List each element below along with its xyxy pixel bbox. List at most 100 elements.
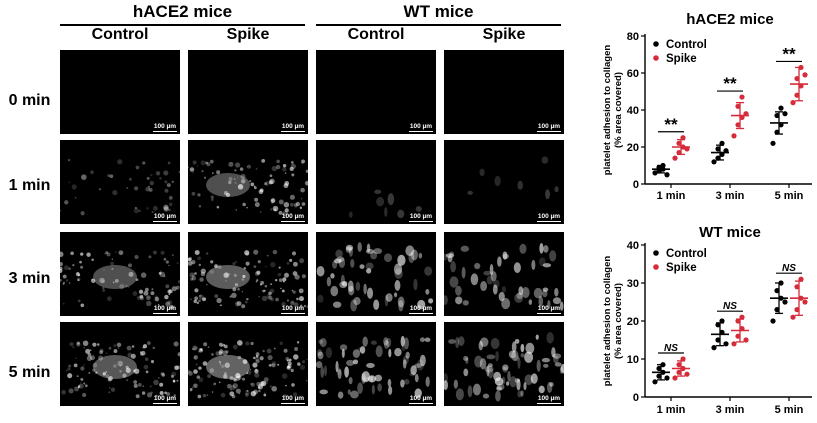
scale-bar-label: 100 µm bbox=[537, 305, 561, 312]
platelet-fluorescence-texture bbox=[316, 242, 434, 312]
data-point-wt bbox=[739, 314, 745, 320]
group-underline-hace2 bbox=[60, 24, 305, 26]
data-point-hace2 bbox=[739, 114, 745, 120]
scale-bar: 100 µm bbox=[537, 305, 561, 314]
data-point-hace2 bbox=[660, 166, 666, 172]
scale-bar-label: 100 µm bbox=[281, 213, 305, 220]
scale-bar-label: 100 µm bbox=[153, 123, 177, 130]
y-tick-label-hace2: 40 bbox=[627, 105, 639, 117]
data-point-wt bbox=[782, 299, 788, 305]
data-point-wt bbox=[778, 280, 784, 286]
column-label-wt-spike: Spike bbox=[482, 26, 526, 43]
data-point-wt bbox=[778, 295, 784, 301]
scale-bar-label: 100 µm bbox=[153, 213, 177, 220]
x-tick-label-wt: 5 min bbox=[775, 404, 804, 416]
data-point-hace2 bbox=[711, 159, 717, 165]
data-point-hace2 bbox=[656, 168, 662, 174]
data-point-wt bbox=[684, 371, 690, 377]
y-axis-label-wt: (% area covered) bbox=[613, 283, 624, 359]
scale-bar-line bbox=[537, 403, 561, 404]
scale-bar-line bbox=[153, 221, 177, 222]
data-point-wt bbox=[680, 356, 686, 362]
scale-bar-line bbox=[537, 313, 561, 314]
scale-bar-line bbox=[409, 221, 433, 222]
row-label-1min: 1 min bbox=[8, 177, 51, 194]
data-point-wt bbox=[672, 375, 678, 381]
scale-bar: 100 µm bbox=[409, 213, 433, 222]
row-label-0min: 0 min bbox=[8, 92, 51, 109]
significance-label-hace2: ** bbox=[782, 44, 796, 63]
image-panel-hace2-control-row4: 100 µm bbox=[60, 322, 180, 406]
data-point-hace2 bbox=[684, 146, 690, 152]
data-point-wt bbox=[743, 337, 749, 343]
image-panel-hace2-spike-row4: 100 µm bbox=[188, 322, 308, 406]
y-tick-label-hace2: 80 bbox=[627, 31, 639, 43]
y-tick-label-wt: 40 bbox=[627, 240, 639, 252]
y-tick-label-hace2: 20 bbox=[627, 142, 639, 154]
significance-label-wt: NS bbox=[782, 263, 796, 274]
data-point-wt bbox=[715, 322, 721, 328]
scale-bar-line bbox=[153, 403, 177, 404]
data-point-hace2 bbox=[778, 105, 784, 111]
data-point-hace2 bbox=[652, 170, 658, 176]
scale-bar-line bbox=[153, 131, 177, 132]
data-point-wt bbox=[731, 341, 737, 347]
data-point-hace2 bbox=[794, 92, 800, 98]
significance-label-wt: NS bbox=[664, 343, 678, 354]
data-point-hace2 bbox=[676, 140, 682, 146]
scale-bar-label: 100 µm bbox=[537, 395, 561, 402]
scale-bar-label: 100 µm bbox=[409, 213, 433, 220]
data-point-wt bbox=[715, 337, 721, 343]
data-point-hace2 bbox=[680, 135, 686, 141]
platelet-fluorescence-texture bbox=[60, 158, 180, 216]
data-point-hace2 bbox=[743, 111, 749, 117]
data-point-wt bbox=[664, 375, 670, 381]
scale-bar-line bbox=[281, 403, 305, 404]
data-point-hace2 bbox=[715, 146, 721, 152]
data-point-wt bbox=[770, 318, 776, 324]
data-point-wt bbox=[735, 318, 741, 324]
image-panel-hace2-control-row1: 100 µm bbox=[60, 50, 180, 134]
data-point-wt bbox=[774, 288, 780, 294]
image-panel-wt-spike-row4: 100 µm bbox=[444, 322, 564, 406]
platelet-fluorescence-texture bbox=[444, 242, 564, 311]
platelet-fluorescence-texture bbox=[316, 50, 436, 134]
data-point-wt bbox=[660, 369, 666, 375]
x-tick-label-wt: 1 min bbox=[657, 404, 686, 416]
image-panel-wt-control-row3: 100 µm bbox=[316, 232, 436, 316]
scale-bar-label: 100 µm bbox=[409, 395, 433, 402]
data-point-hace2 bbox=[672, 155, 678, 161]
image-panel-wt-control-row1: 100 µm bbox=[316, 50, 436, 134]
data-point-hace2 bbox=[731, 133, 737, 139]
data-point-hace2 bbox=[660, 162, 666, 169]
platelet-fluorescence-texture bbox=[60, 50, 180, 134]
scale-bar: 100 µm bbox=[537, 395, 561, 404]
data-point-wt bbox=[656, 373, 662, 379]
chart-title-wt: WT mice bbox=[699, 224, 761, 241]
scale-bar-label: 100 µm bbox=[281, 305, 305, 312]
data-point-wt bbox=[719, 318, 725, 324]
scale-bar: 100 µm bbox=[281, 213, 305, 222]
scale-bar: 100 µm bbox=[409, 305, 433, 314]
image-panel-wt-spike-row3: 100 µm bbox=[444, 232, 564, 316]
image-panel-hace2-control-row3: 100 µm bbox=[60, 232, 180, 316]
significance-label-wt: NS bbox=[723, 301, 737, 312]
scale-bar-line bbox=[409, 131, 433, 132]
data-point-hace2 bbox=[680, 144, 686, 150]
legend-label-wt: Spike bbox=[666, 262, 697, 274]
scale-bar-line bbox=[281, 131, 305, 132]
chart-title-hace2: hACE2 mice bbox=[686, 11, 774, 28]
data-point-hace2 bbox=[719, 151, 725, 157]
scale-bar-label: 100 µm bbox=[409, 305, 433, 312]
y-tick-label-hace2: 0 bbox=[633, 179, 639, 191]
data-point-hace2 bbox=[656, 164, 662, 170]
data-point-hace2 bbox=[798, 64, 804, 71]
data-point-wt bbox=[790, 314, 796, 320]
significance-label-hace2: ** bbox=[723, 74, 737, 93]
scale-bar-label: 100 µm bbox=[281, 123, 305, 130]
platelet-fluorescence-texture bbox=[188, 249, 308, 309]
scale-bar-label: 100 µm bbox=[537, 123, 561, 130]
scale-bar-label: 100 µm bbox=[153, 305, 177, 312]
platelet-fluorescence-texture bbox=[188, 158, 308, 217]
legend-marker-hace2 bbox=[653, 55, 659, 61]
